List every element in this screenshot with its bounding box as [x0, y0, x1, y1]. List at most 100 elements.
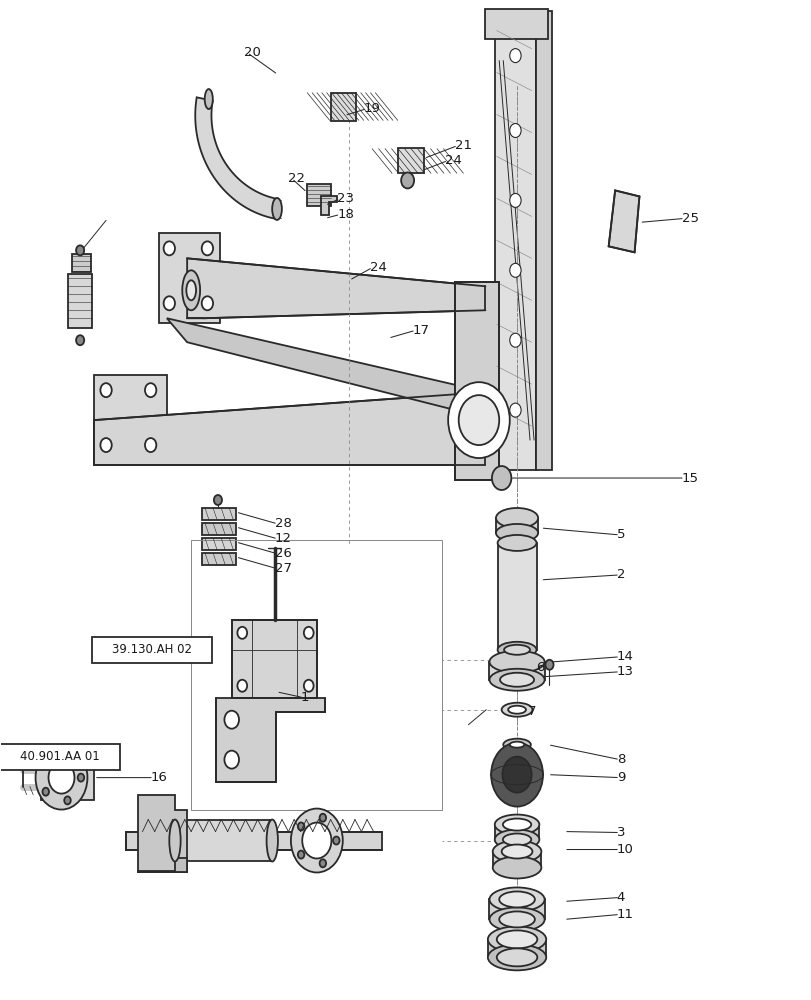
Polygon shape	[496, 518, 538, 533]
Circle shape	[509, 49, 521, 63]
Circle shape	[101, 438, 112, 452]
Polygon shape	[201, 553, 235, 565]
Ellipse shape	[487, 944, 546, 970]
Circle shape	[401, 172, 414, 188]
Ellipse shape	[496, 948, 537, 966]
Bar	[92, 637, 212, 663]
Ellipse shape	[501, 703, 532, 717]
Text: 26: 26	[274, 547, 291, 560]
Polygon shape	[489, 662, 544, 680]
Ellipse shape	[499, 891, 534, 907]
Circle shape	[509, 333, 521, 347]
Text: 16: 16	[151, 771, 167, 784]
Polygon shape	[495, 11, 535, 470]
Circle shape	[164, 241, 174, 255]
Circle shape	[302, 823, 331, 859]
Polygon shape	[201, 508, 235, 520]
Circle shape	[145, 438, 157, 452]
Ellipse shape	[204, 89, 212, 109]
Polygon shape	[492, 852, 541, 867]
Circle shape	[509, 193, 521, 207]
Polygon shape	[215, 698, 324, 782]
Ellipse shape	[489, 887, 544, 911]
Text: 28: 28	[274, 517, 291, 530]
Polygon shape	[94, 392, 485, 465]
Text: 4: 4	[616, 891, 624, 904]
Polygon shape	[201, 523, 235, 535]
Circle shape	[42, 788, 49, 796]
Ellipse shape	[504, 645, 530, 655]
Polygon shape	[307, 184, 331, 206]
Text: 1: 1	[300, 691, 309, 704]
Text: 24: 24	[369, 261, 386, 274]
Circle shape	[290, 809, 342, 872]
Ellipse shape	[186, 280, 195, 300]
Polygon shape	[485, 9, 547, 39]
Polygon shape	[454, 282, 499, 480]
Circle shape	[213, 495, 221, 505]
Polygon shape	[201, 538, 235, 550]
Circle shape	[201, 296, 212, 310]
Text: 21: 21	[454, 139, 471, 152]
Ellipse shape	[496, 524, 538, 542]
Text: 10: 10	[616, 843, 633, 856]
Ellipse shape	[494, 830, 539, 850]
Text: 6: 6	[535, 661, 543, 674]
Polygon shape	[159, 233, 219, 323]
Text: 23: 23	[337, 192, 354, 205]
Polygon shape	[497, 543, 536, 650]
Polygon shape	[320, 196, 337, 215]
Circle shape	[78, 774, 84, 782]
Polygon shape	[127, 832, 381, 850]
Ellipse shape	[169, 820, 180, 861]
Circle shape	[36, 746, 88, 810]
Circle shape	[509, 124, 521, 138]
Circle shape	[303, 627, 313, 639]
Polygon shape	[41, 755, 94, 800]
Circle shape	[320, 814, 326, 822]
Text: 20: 20	[243, 46, 260, 59]
Polygon shape	[139, 795, 187, 872]
Ellipse shape	[492, 841, 541, 862]
Text: 12: 12	[274, 532, 291, 545]
Polygon shape	[489, 899, 544, 919]
Text: 17: 17	[412, 324, 429, 337]
Ellipse shape	[489, 907, 544, 931]
Polygon shape	[174, 820, 272, 861]
Ellipse shape	[266, 820, 277, 861]
Text: 8: 8	[616, 753, 624, 766]
Circle shape	[237, 680, 247, 692]
Circle shape	[298, 851, 304, 859]
Text: 5: 5	[616, 528, 624, 541]
Circle shape	[545, 660, 553, 670]
Ellipse shape	[272, 198, 281, 220]
Ellipse shape	[182, 270, 200, 310]
Ellipse shape	[497, 535, 536, 551]
Circle shape	[76, 335, 84, 345]
Polygon shape	[608, 190, 639, 252]
Ellipse shape	[499, 911, 534, 927]
Circle shape	[298, 822, 304, 830]
Circle shape	[458, 395, 499, 445]
Bar	[397, 148, 423, 173]
Bar	[0, 744, 120, 770]
Text: 27: 27	[274, 562, 291, 575]
Text: 18: 18	[337, 208, 354, 221]
Text: 2: 2	[616, 568, 624, 581]
Ellipse shape	[500, 673, 534, 687]
Ellipse shape	[509, 742, 524, 748]
Polygon shape	[139, 858, 187, 872]
Circle shape	[42, 760, 49, 768]
Polygon shape	[195, 97, 278, 219]
Text: 11: 11	[616, 908, 633, 921]
Circle shape	[448, 382, 509, 458]
Ellipse shape	[489, 669, 544, 691]
Circle shape	[502, 757, 531, 793]
Text: 39.130.AH 02: 39.130.AH 02	[112, 643, 192, 656]
Polygon shape	[72, 254, 92, 272]
Circle shape	[201, 241, 212, 255]
Ellipse shape	[508, 706, 526, 714]
Circle shape	[333, 837, 339, 845]
Circle shape	[64, 751, 71, 759]
Circle shape	[224, 751, 238, 769]
